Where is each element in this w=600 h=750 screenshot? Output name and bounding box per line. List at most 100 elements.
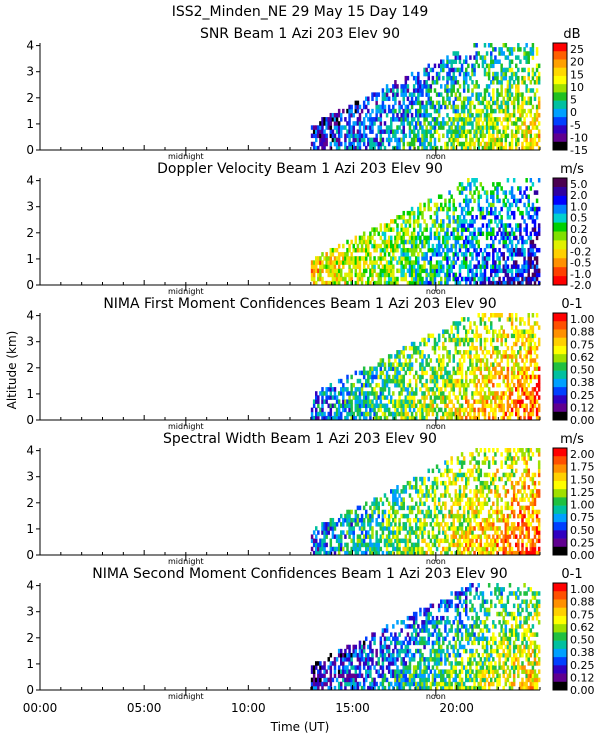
heatmap-cell: [410, 399, 414, 404]
heatmap-cell: [465, 256, 468, 261]
heatmap-cell: [387, 534, 391, 539]
heatmap-cell: [492, 337, 495, 343]
heatmap-cell: [462, 100, 466, 106]
heatmap-cell: [469, 378, 472, 384]
heatmap-cell: [433, 219, 437, 224]
heatmap-cell: [408, 407, 412, 413]
heatmap-cell: [446, 96, 449, 102]
heatmap-cell: [446, 247, 449, 253]
colorbar-swatch: [553, 249, 567, 259]
heatmap-cell: [387, 509, 391, 515]
heatmap-cell: [502, 145, 505, 151]
colorbar-label: 1.0: [570, 200, 588, 213]
heatmap-cell: [337, 407, 341, 413]
heatmap-cell: [494, 493, 497, 498]
heatmap-cell: [500, 513, 503, 519]
heatmap-cell: [342, 546, 345, 552]
heatmap-cell: [508, 235, 512, 241]
heatmap-cell: [442, 395, 445, 400]
heatmap-cell: [535, 354, 539, 359]
heatmap-cell: [481, 493, 485, 498]
heatmap-cell: [392, 133, 395, 139]
heatmap-cell: [396, 235, 399, 241]
heatmap-cell: [396, 362, 399, 367]
heatmap-cell: [525, 145, 528, 151]
heatmap-cell: [394, 92, 397, 97]
heatmap-cell: [344, 517, 347, 523]
heatmap-cell: [383, 276, 387, 282]
heatmap-cell: [487, 522, 491, 527]
heatmap-cell: [433, 141, 437, 147]
heatmap-cell: [496, 104, 499, 110]
heatmap-cell: [371, 391, 374, 396]
heatmap-cell: [521, 522, 524, 527]
heatmap-cell: [471, 341, 474, 347]
heatmap-cell: [394, 374, 397, 380]
heatmap-cell: [348, 407, 351, 413]
heatmap-cell: [467, 517, 470, 523]
heatmap-cell: [456, 235, 460, 241]
heatmap-cell: [465, 227, 468, 232]
heatmap-cell: [321, 280, 324, 286]
heatmap-cell: [535, 345, 539, 351]
heatmap-cell: [406, 550, 410, 556]
heatmap-cell: [498, 333, 501, 339]
heatmap-cell: [523, 362, 526, 367]
heatmap-cell: [465, 542, 468, 548]
heatmap-cell: [527, 129, 530, 134]
heatmap-cell: [475, 247, 478, 253]
heatmap-cell: [483, 378, 487, 384]
heatmap-cell: [429, 387, 433, 392]
heatmap-cell: [319, 411, 322, 417]
heatmap-cell: [521, 513, 524, 519]
heatmap-cell: [490, 321, 493, 326]
heatmap-cell: [354, 256, 358, 261]
heatmap-cell: [533, 190, 537, 195]
heatmap-cell: [415, 358, 418, 363]
heatmap-cell: [423, 256, 426, 261]
heatmap-cell: [437, 194, 441, 199]
heatmap-cell: [433, 522, 437, 527]
colorbar-swatch: [553, 267, 567, 277]
heatmap-cell: [423, 137, 426, 143]
heatmap-cell: [481, 411, 485, 417]
heatmap-cell: [446, 133, 449, 139]
heatmap-cell: [460, 117, 464, 122]
heatmap-cell: [369, 145, 372, 151]
heatmap-cell: [379, 407, 383, 413]
figure-header: ISS2_Minden_NE 29 May 15 Day 149: [172, 4, 429, 20]
heatmap-cell: [427, 546, 430, 552]
heatmap-cell: [452, 210, 455, 216]
heatmap-cell: [404, 387, 408, 392]
heatmap-cell: [396, 112, 399, 118]
heatmap-cell: [337, 256, 341, 261]
heatmap-cell: [371, 546, 374, 552]
heatmap-cell: [527, 272, 530, 278]
heatmap-cell: [387, 137, 391, 143]
heatmap-cell: [442, 227, 445, 232]
heatmap-cell: [383, 509, 387, 515]
heatmap-cell: [510, 137, 514, 143]
heatmap-cell: [462, 460, 466, 465]
heatmap-cell: [450, 194, 453, 199]
heatmap-cell: [423, 206, 426, 212]
heatmap-cell: [377, 546, 380, 552]
heatmap-cell: [465, 71, 468, 77]
heatmap-cell: [431, 530, 435, 535]
heatmap-cell: [473, 382, 476, 388]
heatmap-cell: [398, 104, 401, 110]
heatmap-cell: [381, 108, 385, 114]
heatmap-cell: [390, 411, 393, 417]
heatmap-cell: [421, 337, 424, 343]
heatmap-cell: [525, 206, 528, 212]
heatmap-cell: [506, 333, 510, 339]
heatmap-cell: [379, 145, 383, 151]
heatmap-cell: [315, 125, 318, 130]
heatmap-cell: [415, 526, 418, 531]
heatmap-cell: [337, 391, 341, 396]
heatmap-cell: [465, 415, 468, 421]
heatmap-cell: [354, 546, 358, 552]
heatmap-cell: [379, 366, 383, 372]
heatmap-cell: [412, 92, 416, 97]
heatmap-cell: [504, 505, 508, 511]
